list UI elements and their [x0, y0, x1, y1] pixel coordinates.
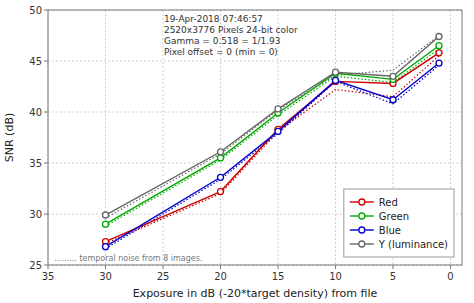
legend-box [344, 189, 454, 257]
chart: 35302520151050253035404550Exposure in dB… [0, 0, 474, 303]
x-tick [450, 265, 451, 269]
axes: 35302520151050253035404550 [29, 5, 453, 283]
plot-frame [48, 10, 462, 265]
x-tick-label: 15 [272, 271, 285, 282]
y-tick [44, 265, 48, 266]
legend-marker [359, 199, 365, 205]
x-tick-label: 35 [42, 271, 55, 282]
series-marker [275, 128, 281, 134]
x-tick [105, 265, 106, 269]
legend-label: Blue [379, 225, 401, 236]
x-tick-label: 0 [447, 271, 453, 282]
series-marker [436, 34, 442, 40]
y-tick-label: 40 [29, 107, 42, 118]
series-line [106, 46, 440, 225]
y-tick-label: 45 [29, 56, 42, 67]
grid [48, 10, 462, 265]
legend-marker [359, 241, 365, 247]
series-marker [390, 97, 396, 103]
annotation-line: Pixel offset = 0 (min = 0) [164, 47, 278, 57]
series-marker [218, 189, 224, 195]
annotation-line: ......... temporal noise from 8 images. [54, 254, 202, 263]
series-marker [275, 106, 281, 112]
y-tick-label: 35 [29, 158, 42, 169]
y-axis-label: SNR (dB) [3, 113, 16, 162]
series-marker [333, 69, 339, 75]
legend-label: Y (luminance) [378, 239, 448, 250]
y-tick [44, 61, 48, 62]
series-line [106, 56, 440, 244]
x-tick-label: 20 [214, 271, 227, 282]
grid-line [48, 112, 462, 113]
y-tick [44, 10, 48, 11]
series-marker [218, 155, 224, 161]
legend-marker [359, 227, 365, 233]
x-tick [220, 265, 221, 269]
series-line [106, 37, 440, 216]
x-tick-label: 30 [99, 271, 112, 282]
y-tick-label: 30 [29, 209, 42, 220]
series-marker [436, 60, 442, 66]
series-marker [333, 77, 339, 83]
annotation-line: Gamma = 0.518 = 1/1.93 [164, 36, 281, 46]
series-marker [103, 221, 109, 227]
x-tick-label: 10 [329, 271, 342, 282]
plot-area [48, 10, 462, 265]
series-marker [390, 73, 396, 79]
series-line [106, 65, 440, 249]
y-tick-label: 25 [29, 260, 42, 271]
grid-line [48, 163, 462, 164]
series-marker [436, 43, 442, 49]
x-tick [278, 265, 279, 269]
grid-line [48, 61, 462, 62]
legend-marker [359, 213, 365, 219]
series-marker [103, 244, 109, 250]
x-tick-label: 5 [390, 271, 396, 282]
legend-label: Green [379, 211, 409, 222]
legend: Red Green Blue Y (luminance) [344, 189, 454, 257]
x-tick [163, 265, 164, 269]
series-marker [103, 212, 109, 218]
annotation-line: 2520x3776 Pixels 24-bit color [164, 25, 298, 35]
y-tick [44, 163, 48, 164]
series-marker [436, 50, 442, 56]
x-tick [335, 265, 336, 269]
x-tick [393, 265, 394, 269]
y-tick-label: 50 [29, 5, 42, 16]
annotation: 19-Apr-2018 07:46:572520x3776 Pixels 24-… [164, 14, 298, 57]
annotation-line: 19-Apr-2018 07:46:57 [164, 14, 263, 24]
x-tick-label: 25 [157, 271, 170, 282]
grid-line [335, 10, 336, 265]
y-tick [44, 214, 48, 215]
series-marker [218, 149, 224, 155]
series-marker [218, 174, 224, 180]
series-line [106, 63, 440, 247]
legend-label: Red [379, 197, 398, 208]
y-tick [44, 112, 48, 113]
note: ......... temporal noise from 8 images. [54, 254, 202, 263]
data [103, 34, 443, 250]
x-axis-label: Exposure in dB (-20*target density) from… [133, 287, 378, 300]
x-tick [48, 265, 49, 269]
series-line [106, 53, 440, 242]
